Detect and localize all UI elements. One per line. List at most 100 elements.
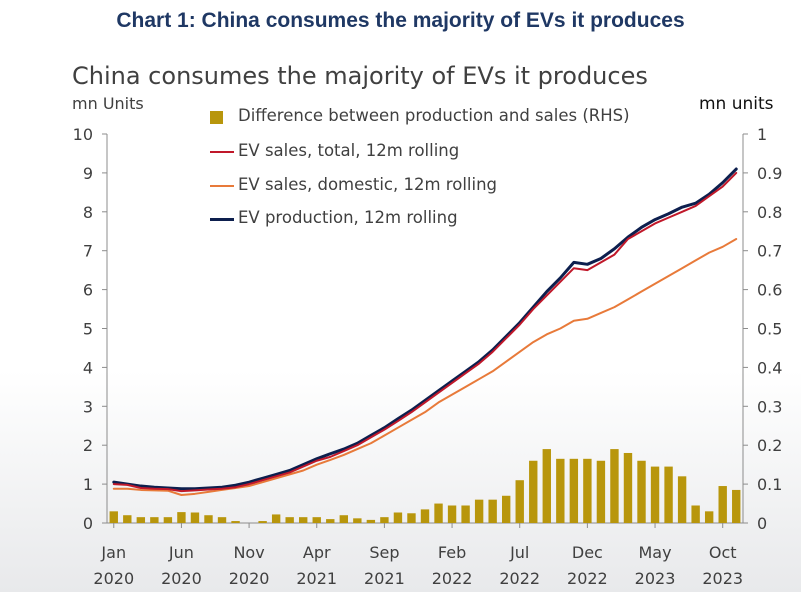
x-tick-label-year: 2020 [229, 569, 270, 588]
legend-label: Difference between production and sales … [238, 106, 630, 125]
bar-difference [718, 486, 727, 523]
y-axis-left-label: mn Units [72, 94, 144, 113]
y-tick-label-right: 0.7 [757, 242, 782, 261]
bar-difference [407, 513, 416, 523]
bar-difference [664, 466, 673, 523]
bar-difference [542, 449, 551, 523]
y-tick-label-right: 0.1 [757, 475, 782, 494]
bar-difference [204, 515, 213, 523]
line-series-group [112, 167, 738, 496]
bar-difference [326, 519, 335, 523]
bar-difference [474, 499, 484, 523]
y-tick-label-left: 3 [83, 397, 93, 416]
bar-difference [569, 458, 579, 523]
x-tick-label-year: 2023 [702, 569, 743, 588]
y-tick-label-left: 8 [83, 203, 93, 222]
x-tick-label-year: 2020 [93, 569, 134, 588]
bar-difference [596, 460, 606, 523]
bar-difference [650, 466, 660, 523]
line-ev-sales-domestic [112, 238, 738, 496]
x-tick-label-month: Nov [233, 543, 264, 562]
legend-swatch-line [210, 151, 234, 153]
bar-difference [271, 514, 281, 523]
bar-difference [258, 521, 267, 523]
bar-difference [610, 449, 619, 523]
x-tick-label-year: 2022 [499, 569, 540, 588]
y-tick-label-right: 0.4 [757, 358, 782, 377]
bar-difference [583, 458, 592, 523]
bar-difference [488, 499, 497, 523]
bar-difference [420, 509, 430, 523]
y-tick-label-right: 1 [757, 125, 767, 144]
x-tick-label-year: 2021 [296, 569, 337, 588]
bar-difference [163, 517, 173, 523]
y-tick-label-right: 0.6 [757, 281, 782, 300]
legend-label: EV sales, total, 12m rolling [238, 141, 460, 160]
y-tick-label-left: 4 [83, 358, 93, 377]
bar-difference [732, 489, 741, 523]
y-tick-label-left: 5 [83, 320, 93, 339]
bar-difference [461, 505, 470, 523]
x-tick-label-month: Jun [168, 543, 194, 562]
y-tick-label-right: 0.3 [757, 397, 782, 416]
bar-difference [447, 505, 457, 523]
page-title: Chart 1: China consumes the majority of … [116, 9, 685, 32]
x-tick-label-year: 2022 [432, 569, 473, 588]
x-tick-label-month: Apr [303, 543, 331, 562]
y-tick-label-left: 1 [83, 475, 93, 494]
x-tick-label-month: Feb [438, 543, 466, 562]
bar-difference [312, 517, 321, 523]
line-ev-sales-total [112, 171, 738, 493]
bar-difference [637, 460, 646, 523]
bar-difference [190, 512, 200, 523]
y-tick-label-right: 0.5 [757, 320, 782, 339]
bar-difference [623, 452, 633, 523]
bar-difference [353, 518, 362, 523]
chart-title: China consumes the majority of EVs it pr… [72, 62, 648, 90]
x-tick-label-month: Jan [100, 543, 126, 562]
y-tick-label-left: 10 [73, 125, 93, 144]
legend-label: EV production, 12m rolling [238, 208, 458, 227]
y-tick-label-right: 0.9 [757, 164, 782, 183]
x-tick-label-month: Oct [709, 543, 737, 562]
x-tick-label-year: 2021 [364, 569, 405, 588]
bar-series-difference [109, 449, 741, 523]
bar-difference [366, 519, 376, 523]
bar-difference [556, 458, 565, 523]
bar-difference [123, 515, 132, 523]
y-tick-label-left: 6 [83, 281, 93, 300]
y-tick-label-right: 0 [757, 514, 767, 533]
bar-difference [515, 480, 524, 523]
bar-difference [704, 511, 714, 523]
legend-swatch-line [210, 185, 234, 187]
bar-difference [150, 517, 159, 523]
bar-difference [285, 517, 294, 523]
x-tick-label-year: 2023 [635, 569, 676, 588]
y-axis-right-label: mn units [699, 94, 774, 114]
legend-swatch-bar [210, 111, 223, 124]
y-tick-label-right: 0.2 [757, 436, 782, 455]
bar-difference [299, 517, 308, 523]
x-tick-label-month: May [639, 543, 672, 562]
bar-difference [380, 517, 389, 523]
x-tick-label-month: Jul [509, 543, 529, 562]
x-tick-label-month: Sep [369, 543, 399, 562]
legend-label: EV sales, domestic, 12m rolling [238, 175, 498, 194]
tick-labels: 0 1 2 3 4 5 6 7 8 9 10 0 0.1 0.2 0.3 0.4 0.5 0.6 0.7 0.8 0.9… [73, 125, 783, 588]
bar-difference [231, 521, 240, 523]
x-tick-label-year: 2020 [161, 569, 202, 588]
bar-difference [691, 505, 700, 523]
bar-difference [217, 517, 227, 523]
y-tick-label-left: 2 [83, 436, 93, 455]
bar-difference [434, 503, 443, 523]
y-tick-label-left: 9 [83, 164, 93, 183]
bar-difference [109, 511, 118, 523]
bar-difference [339, 515, 349, 523]
bar-difference [177, 512, 186, 523]
bar-difference [393, 512, 403, 523]
bar-difference [136, 517, 146, 523]
y-tick-label-left: 7 [83, 242, 93, 261]
y-tick-label-right: 0.8 [757, 203, 782, 222]
line-ev-production [112, 167, 738, 491]
